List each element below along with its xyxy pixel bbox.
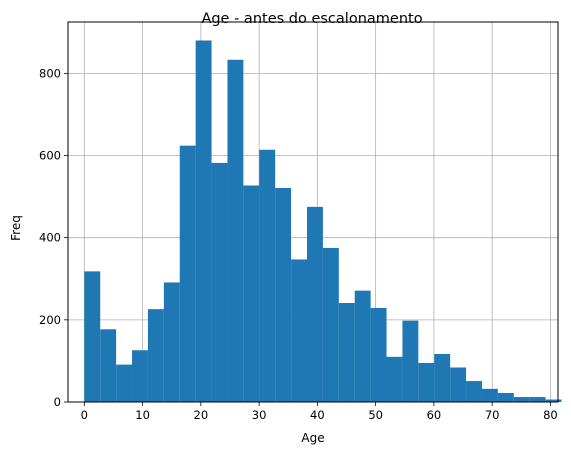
histogram-bar	[306, 206, 323, 402]
histogram-bar	[132, 350, 148, 402]
bars	[84, 40, 562, 403]
histogram-bar	[418, 362, 435, 402]
histogram-bar	[338, 302, 355, 402]
x-tick-label: 60	[427, 408, 442, 422]
histogram-bar	[275, 187, 292, 402]
x-tick-label: 10	[135, 408, 150, 422]
y-tick-label: 200	[39, 313, 61, 327]
histogram-bar	[100, 329, 117, 402]
y-axis-label: Freq	[9, 215, 23, 241]
x-tick-label: 0	[81, 408, 88, 422]
histogram-bar	[481, 388, 498, 402]
histogram-bar	[147, 309, 164, 402]
x-tick-label: 80	[543, 408, 558, 422]
histogram-bar	[466, 381, 482, 402]
histogram-bar	[227, 59, 244, 403]
histogram-bar	[243, 185, 260, 402]
histogram-bar	[545, 399, 562, 402]
histogram-bar	[370, 307, 387, 402]
x-tick-label: 50	[368, 408, 383, 422]
y-tick-label: 600	[39, 149, 61, 163]
plot-frame	[67, 21, 559, 403]
x-tick-label: 70	[485, 408, 500, 422]
histogram-bar	[163, 282, 180, 402]
histogram-bar	[259, 149, 276, 402]
histogram-bar	[179, 145, 196, 402]
x-tick-label: 30	[252, 408, 267, 422]
histogram-bar	[450, 367, 467, 402]
x-axis-label: Age	[301, 431, 324, 445]
histogram-bar	[354, 290, 371, 402]
histogram-bar	[386, 356, 403, 402]
histogram-bar	[116, 364, 133, 402]
histogram-bar	[322, 247, 339, 402]
x-tick-label: 20	[194, 408, 209, 422]
histogram-bar	[513, 397, 530, 402]
histogram-bar	[211, 162, 228, 402]
histogram-bar	[291, 259, 307, 402]
y-tick-label: 0	[54, 395, 61, 409]
y-tick-label: 400	[39, 231, 61, 245]
x-tick-label: 40	[310, 408, 325, 422]
histogram-bar	[84, 271, 101, 402]
y-tick-label: 800	[39, 66, 61, 80]
histogram-bar	[434, 353, 451, 402]
histogram-bar	[497, 392, 514, 402]
histogram-bar	[529, 397, 546, 402]
histogram-bar	[402, 320, 419, 402]
histogram-bar	[195, 40, 212, 403]
chart-title: Age - antes do escalonamento	[201, 11, 422, 27]
